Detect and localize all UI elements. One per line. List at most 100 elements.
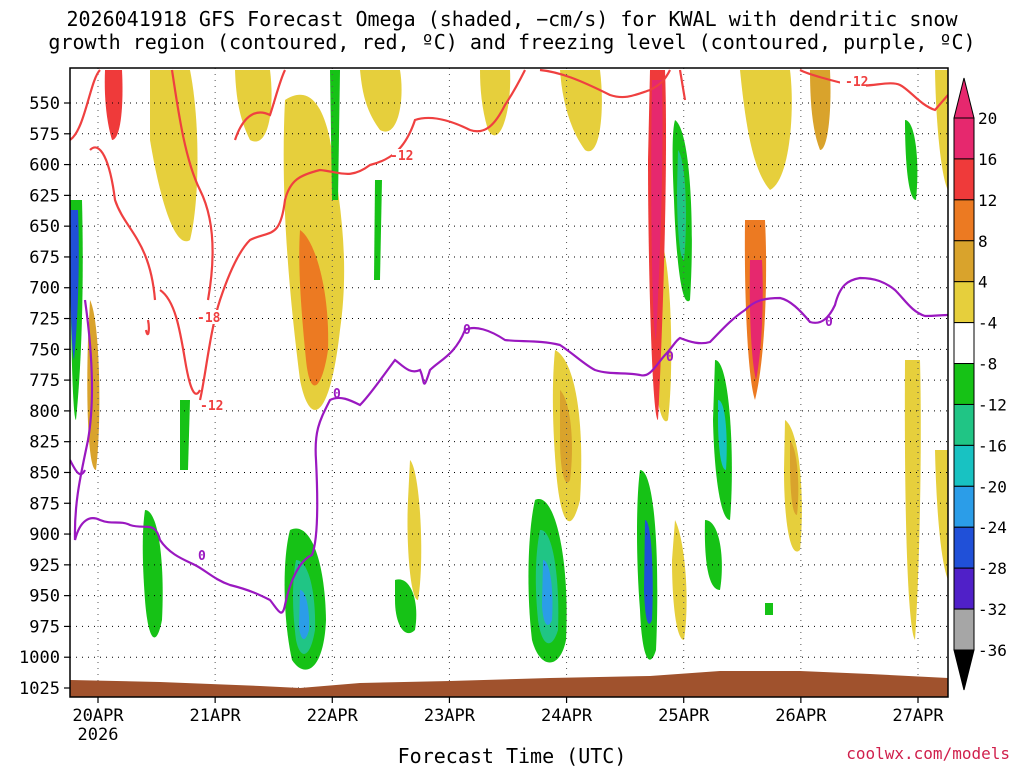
omega-shading: [70, 70, 948, 670]
omega-region: [150, 70, 198, 242]
omega-region: [905, 120, 918, 200]
freezing-contour-label: 0: [333, 387, 341, 402]
plot-frame: [69, 67, 949, 698]
colorbar-label: -28: [978, 559, 1007, 578]
colorbar-label: 12: [978, 191, 997, 210]
colorbar-label: -4: [978, 314, 997, 333]
y-tick-label: 1000: [19, 648, 60, 668]
x-tick-label: 23APR: [424, 706, 476, 726]
omega-region: [677, 150, 686, 260]
freezing-contour-label: 0: [666, 350, 674, 365]
freezing-contour-label: 0: [463, 323, 471, 338]
colorbar-label: -12: [978, 395, 1007, 414]
y-tick-label: 775: [29, 371, 60, 391]
colorbar-label: 16: [978, 150, 997, 169]
x-tick-label: 24APR: [541, 706, 593, 726]
x-axis: 20APR 21APR 22APR 23APR 24APR 25APR 26APR 27APR…: [72, 697, 944, 745]
y-tick-label: 950: [29, 587, 60, 607]
y-tick-label: 625: [29, 186, 60, 206]
omega-region: [70, 210, 79, 360]
omega-region: [407, 460, 422, 600]
omega-region: [765, 603, 773, 615]
chart-title-line-1: 2026041918 GFS Forecast Omega (shaded, −…: [66, 7, 958, 31]
colorbar-swatch: [953, 526, 975, 569]
x-tick-year: 2026: [78, 725, 119, 745]
x-tick-label: 27APR: [892, 706, 944, 726]
omega-region: [644, 520, 653, 624]
colorbar-swatch: [953, 322, 975, 365]
omega-region: [360, 70, 402, 132]
colorbar-label: 4: [978, 273, 988, 292]
omega-region: [104, 70, 123, 140]
freezing-level-contour: [73, 276, 948, 614]
y-tick-label: 650: [29, 217, 60, 237]
omega-region: [395, 579, 417, 634]
colorbar-arrow-bottom: [953, 649, 975, 691]
y-tick-label: 800: [29, 402, 60, 422]
dgz-contour-label: -12: [200, 399, 223, 414]
omega-region: [299, 590, 310, 640]
y-tick-label: 900: [29, 525, 60, 545]
omega-region: [142, 510, 163, 638]
dgz-contour-label: -12: [845, 75, 868, 90]
dgz-red-contour: [70, 68, 948, 401]
omega-region: [542, 560, 553, 625]
y-tick-label: 550: [29, 94, 60, 114]
omega-region: [935, 450, 948, 580]
y-tick-label: 725: [29, 310, 60, 330]
colorbar-swatch: [953, 444, 975, 487]
omega-region: [704, 520, 722, 590]
colorbar-swatch: [953, 117, 975, 160]
y-tick-label: 975: [29, 617, 60, 637]
colorbar-label: -20: [978, 477, 1007, 496]
ground-terrain: [70, 671, 948, 697]
x-tick-label: 21APR: [190, 706, 242, 726]
omega-region: [480, 70, 511, 136]
credit-link[interactable]: coolwx.com/models: [846, 744, 1010, 763]
colorbar-swatch: [953, 608, 975, 651]
colorbar-swatch: [953, 240, 975, 283]
y-tick-label: 925: [29, 556, 60, 576]
dgz-contour-label: -12: [390, 149, 413, 164]
y-tick-label: 575: [29, 125, 60, 145]
y-tick-label: 675: [29, 248, 60, 268]
omega-region: [651, 80, 663, 340]
colorbar-swatch: [953, 485, 975, 528]
y-tick-label: 700: [29, 279, 60, 299]
omega-region: [672, 520, 687, 640]
omega-region: [904, 360, 921, 640]
colorbar-swatch: [953, 403, 975, 446]
x-tick-label: 26APR: [775, 706, 827, 726]
omega-region: [790, 440, 799, 515]
y-tick-label: 875: [29, 494, 60, 514]
omega-region: [374, 180, 382, 280]
x-tick-label: 22APR: [307, 706, 359, 726]
colorbar-swatch: [953, 363, 975, 405]
colorbar-arrow-top: [953, 77, 975, 119]
freezing-contour-label: 0: [825, 315, 833, 330]
freezing-contour-label: 0: [198, 549, 206, 564]
colorbar-swatch: [953, 281, 975, 324]
colorbar-label: 8: [978, 232, 988, 251]
omega-region: [560, 390, 572, 483]
colorbar-label: 20: [978, 109, 997, 128]
colorbar: 20 16 12 8 4 -4 -8 -12 -16 -20 -24 -28 -32 -36: [953, 77, 1007, 691]
chart-title-line-2: growth region (contoured, red, ºC) and f…: [48, 30, 976, 54]
y-tick-label: 600: [29, 156, 60, 176]
omega-region: [330, 70, 340, 200]
colorbar-swatch: [953, 567, 975, 610]
colorbar-swatch: [953, 199, 975, 242]
x-axis-label: Forecast Time (UTC): [397, 744, 627, 768]
grid-lines: [70, 68, 948, 697]
omega-region: [560, 70, 602, 152]
colorbar-label: -24: [978, 518, 1007, 537]
colorbar-swatch: [953, 158, 975, 201]
dgz-red-contour: [170, 69, 214, 301]
omega-region: [749, 260, 763, 380]
y-tick-label: 1025: [19, 679, 60, 699]
omega-region: [740, 70, 792, 190]
x-tick-label: 25APR: [658, 706, 710, 726]
omega-region: [810, 70, 831, 150]
colorbar-label: -32: [978, 600, 1007, 619]
